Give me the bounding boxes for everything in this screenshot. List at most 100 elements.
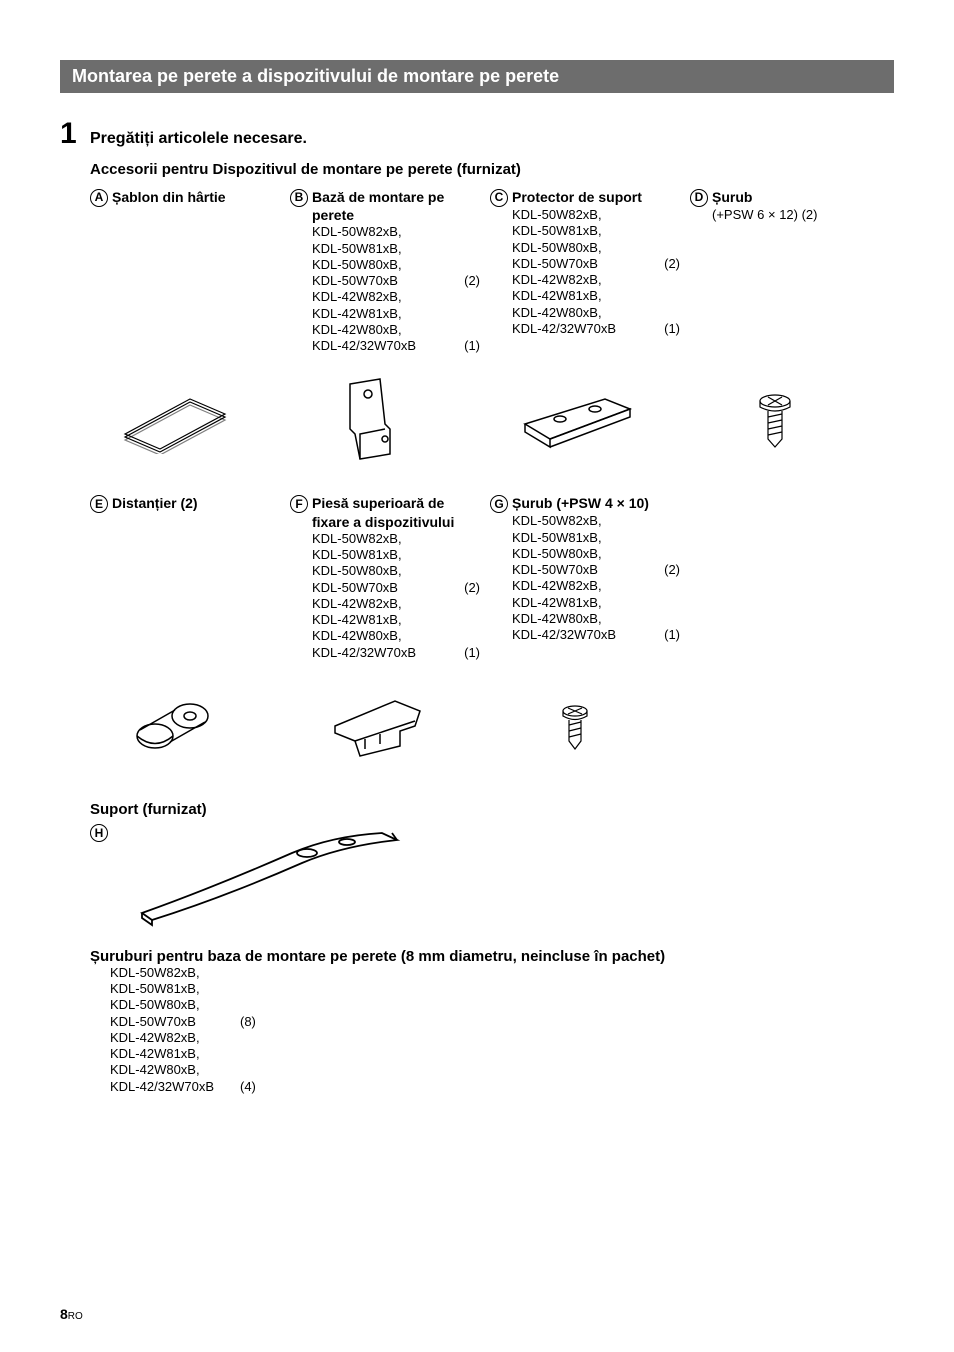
letter-c-icon: C bbox=[490, 189, 508, 207]
model-line: KDL-42/32W70xB bbox=[110, 1079, 240, 1095]
model-line: KDL-50W81xB, bbox=[312, 547, 480, 563]
letter-h-icon: H bbox=[90, 824, 108, 842]
item-b-title: Bază de montare pe perete bbox=[312, 188, 480, 224]
model-line: KDL-42W82xB, bbox=[512, 578, 680, 594]
item-d-title: Șurub bbox=[712, 188, 752, 206]
stand-protector-icon bbox=[490, 364, 660, 474]
model-line: KDL-50W70xB bbox=[312, 580, 456, 596]
screw-small-icon bbox=[490, 671, 660, 781]
qty: (1) bbox=[456, 338, 480, 354]
qty: (2) bbox=[456, 580, 480, 596]
images-row-2 bbox=[60, 671, 894, 781]
model-line: KDL-42W81xB, bbox=[512, 595, 680, 611]
section-header: Montarea pe perete a dispozitivului de m… bbox=[60, 60, 894, 93]
qty: (4) bbox=[240, 1079, 256, 1095]
model-line: KDL-50W80xB, bbox=[312, 257, 480, 273]
model-line: KDL-50W82xB, bbox=[512, 207, 680, 223]
item-b-models: KDL-50W82xB, KDL-50W81xB, KDL-50W80xB, K… bbox=[312, 224, 480, 354]
letter-b-icon: B bbox=[290, 189, 308, 207]
model-line: KDL-42W80xB, bbox=[512, 611, 680, 627]
item-d: D Șurub (+PSW 6 × 12) (2) bbox=[690, 188, 890, 354]
model-line: KDL-50W81xB, bbox=[312, 241, 480, 257]
qty: (1) bbox=[656, 627, 680, 643]
model-line: KDL-42W82xB, bbox=[110, 1030, 240, 1046]
accessories-row-2: E Distanțier (2) F Piesă superioară de f… bbox=[90, 494, 894, 670]
item-e-title: Distanțier (2) bbox=[112, 494, 198, 512]
accessories-title: Accesorii pentru Dispozitivul de montare… bbox=[90, 161, 894, 178]
screws-body: KDL-50W82xB, KDL-50W81xB, KDL-50W80xB, K… bbox=[110, 965, 894, 1095]
qty: (2) bbox=[456, 273, 480, 289]
item-c: C Protector de suport KDL-50W82xB, KDL-5… bbox=[490, 188, 690, 354]
model-line: KDL-42W80xB, bbox=[110, 1062, 240, 1078]
model-line: KDL-42W81xB, bbox=[312, 306, 480, 322]
model-line: KDL-50W82xB, bbox=[110, 965, 240, 981]
item-g-title: Șurub (+PSW 4 × 10) bbox=[512, 494, 649, 512]
item-a: A Șablon din hârtie bbox=[90, 188, 290, 354]
model-line: KDL-42W82xB, bbox=[312, 596, 480, 612]
model-line: KDL-50W70xB bbox=[512, 562, 656, 578]
letter-g-icon: G bbox=[490, 495, 508, 513]
item-f-title: Piesă superioară de fixare a dispozitivu… bbox=[312, 494, 480, 530]
letter-f-icon: F bbox=[290, 495, 308, 513]
model-line: KDL-50W70xB bbox=[110, 1014, 240, 1030]
model-line: KDL-42/32W70xB bbox=[312, 338, 456, 354]
model-line: KDL-42/32W70xB bbox=[512, 627, 656, 643]
model-line: KDL-50W82xB, bbox=[312, 531, 480, 547]
item-f: F Piesă superioară de fixare a dispoziti… bbox=[290, 494, 490, 660]
model-line: KDL-50W70xB bbox=[512, 256, 656, 272]
item-c-title: Protector de suport bbox=[512, 188, 642, 206]
model-line: KDL-50W70xB bbox=[312, 273, 456, 289]
model-line: KDL-50W80xB, bbox=[110, 997, 240, 1013]
item-g-models: KDL-50W82xB, KDL-50W81xB, KDL-50W80xB, K… bbox=[512, 513, 680, 643]
item-d-sub: (+PSW 6 × 12) (2) bbox=[712, 207, 880, 223]
page-num-value: 8 bbox=[60, 1306, 68, 1322]
step-text: Pregătiți articolele necesare. bbox=[90, 130, 307, 148]
letter-e-icon: E bbox=[90, 495, 108, 513]
model-line: KDL-42/32W70xB bbox=[312, 645, 456, 661]
model-line: KDL-42W81xB, bbox=[312, 612, 480, 628]
model-line: KDL-50W81xB, bbox=[512, 530, 680, 546]
model-line: KDL-42W81xB, bbox=[110, 1046, 240, 1062]
accessories-row-1: A Șablon din hârtie B Bază de montare pe… bbox=[90, 188, 894, 364]
model-line: KDL-50W82xB, bbox=[512, 513, 680, 529]
mount-base-icon bbox=[290, 364, 460, 474]
screws-title: Șuruburi pentru baza de montare pe peret… bbox=[90, 948, 894, 965]
model-line: KDL-42W80xB, bbox=[512, 305, 680, 321]
stand-row: H bbox=[90, 818, 894, 938]
images-row-1 bbox=[60, 364, 894, 474]
model-line: KDL-50W81xB, bbox=[110, 981, 240, 997]
model-line: KDL-42W80xB, bbox=[312, 628, 480, 644]
letter-d-icon: D bbox=[690, 189, 708, 207]
qty: (1) bbox=[456, 645, 480, 661]
item-c-models: KDL-50W82xB, KDL-50W81xB, KDL-50W80xB, K… bbox=[512, 207, 680, 337]
upper-attachment-icon bbox=[290, 671, 460, 781]
page-number: 8RO bbox=[60, 1306, 83, 1322]
step-number: 1 bbox=[60, 117, 90, 151]
screw-large-icon bbox=[690, 364, 860, 474]
qty: (8) bbox=[240, 1014, 256, 1030]
model-line: KDL-42W81xB, bbox=[512, 288, 680, 304]
spacer-icon bbox=[90, 671, 260, 781]
page-suffix: RO bbox=[68, 1311, 83, 1322]
letter-a-icon: A bbox=[90, 189, 108, 207]
model-line: KDL-42/32W70xB bbox=[512, 321, 656, 337]
model-line: KDL-42W82xB, bbox=[512, 272, 680, 288]
item-g: G Șurub (+PSW 4 × 10) KDL-50W82xB, KDL-5… bbox=[490, 494, 690, 660]
model-line: KDL-50W80xB, bbox=[512, 546, 680, 562]
model-line: KDL-50W80xB, bbox=[312, 563, 480, 579]
stand-title: Suport (furnizat) bbox=[90, 801, 894, 818]
step-row: 1 Pregătiți articolele necesare. bbox=[60, 117, 894, 151]
paper-template-icon bbox=[90, 364, 260, 474]
model-line: KDL-50W82xB, bbox=[312, 224, 480, 240]
qty: (1) bbox=[656, 321, 680, 337]
item-e: E Distanțier (2) bbox=[90, 494, 290, 660]
qty: (2) bbox=[656, 256, 680, 272]
item-f-models: KDL-50W82xB, KDL-50W81xB, KDL-50W80xB, K… bbox=[312, 531, 480, 661]
model-line: KDL-50W80xB, bbox=[512, 240, 680, 256]
model-line: KDL-42W82xB, bbox=[312, 289, 480, 305]
qty: (2) bbox=[656, 562, 680, 578]
stand-icon bbox=[132, 818, 412, 928]
item-b: B Bază de montare pe perete KDL-50W82xB,… bbox=[290, 188, 490, 354]
model-line: KDL-50W81xB, bbox=[512, 223, 680, 239]
model-line: KDL-42W80xB, bbox=[312, 322, 480, 338]
